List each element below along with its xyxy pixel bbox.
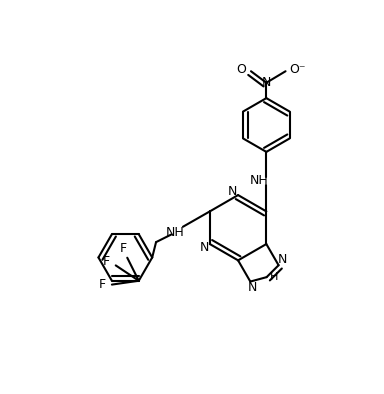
Text: N: N: [262, 76, 271, 89]
Text: O: O: [237, 63, 246, 76]
Text: N: N: [228, 185, 237, 198]
Text: N: N: [248, 281, 257, 294]
Text: O⁻: O⁻: [289, 63, 305, 76]
Text: N: N: [199, 242, 209, 255]
Text: NH: NH: [249, 174, 268, 187]
Text: H: H: [270, 272, 278, 282]
Text: F: F: [120, 242, 127, 255]
Text: F: F: [99, 278, 106, 291]
Text: NH: NH: [166, 226, 185, 239]
Text: N: N: [278, 253, 287, 266]
Text: F: F: [103, 255, 110, 268]
